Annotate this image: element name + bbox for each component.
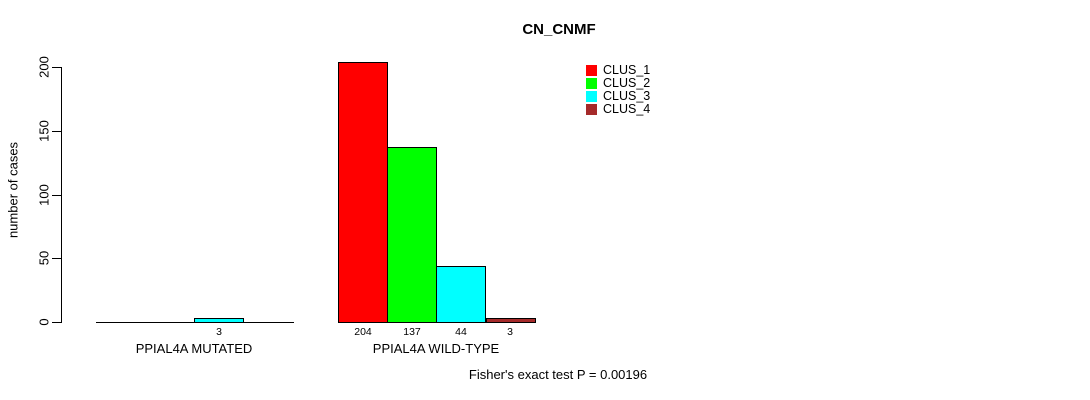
legend-label: CLUS_2	[603, 76, 651, 90]
bar-value-label: 204	[354, 326, 372, 338]
legend-label: CLUS_4	[603, 102, 651, 116]
y-axis-tick	[52, 195, 61, 196]
bar-value-label: 44	[455, 326, 467, 338]
legend-row: CLUS_4	[586, 103, 650, 116]
legend-swatch-icon	[586, 104, 597, 115]
x-group-label: PPIAL4A MUTATED	[135, 341, 253, 356]
y-axis-tick-label: 50	[36, 250, 52, 266]
bar-clus_3-group2	[436, 266, 486, 323]
y-axis-line	[61, 67, 62, 323]
y-axis-tick-label: 150	[36, 120, 52, 142]
legend-swatch-icon	[586, 65, 597, 76]
legend: CLUS_1 CLUS_2 CLUS_3 CLUS_4	[586, 64, 650, 116]
bar-value-label: 3	[216, 326, 222, 338]
legend-label: CLUS_3	[603, 89, 651, 103]
bar-value-label: 137	[403, 326, 421, 338]
bar-value-label: 3	[507, 326, 513, 338]
legend-row: CLUS_3	[586, 90, 650, 103]
y-axis-tick-label: 100	[36, 184, 52, 206]
y-axis-tick-label: 0	[36, 318, 52, 326]
chart-title: CN_CNMF	[522, 21, 596, 38]
legend-row: CLUS_1	[586, 64, 650, 77]
legend-label: CLUS_1	[603, 63, 651, 77]
x-group-label: PPIAL4A WILD-TYPE	[372, 341, 500, 356]
bar-clus_2-group2	[387, 147, 437, 323]
bar-clus_1-group2	[338, 62, 388, 323]
bar-clus_4-group2	[486, 318, 536, 323]
bar-clus_3-group1	[194, 318, 244, 323]
y-axis-tick	[52, 258, 61, 259]
legend-swatch-icon	[586, 78, 597, 89]
fisher-test-annotation: Fisher's exact test P = 0.00196	[468, 367, 648, 382]
y-axis-tick	[52, 67, 61, 68]
y-axis-tick	[52, 322, 61, 323]
legend-swatch-icon	[586, 91, 597, 102]
legend-row: CLUS_2	[586, 77, 650, 90]
y-axis-tick	[52, 131, 61, 132]
y-axis-label: number of cases	[5, 141, 21, 239]
y-axis-tick-label: 200	[36, 56, 52, 78]
